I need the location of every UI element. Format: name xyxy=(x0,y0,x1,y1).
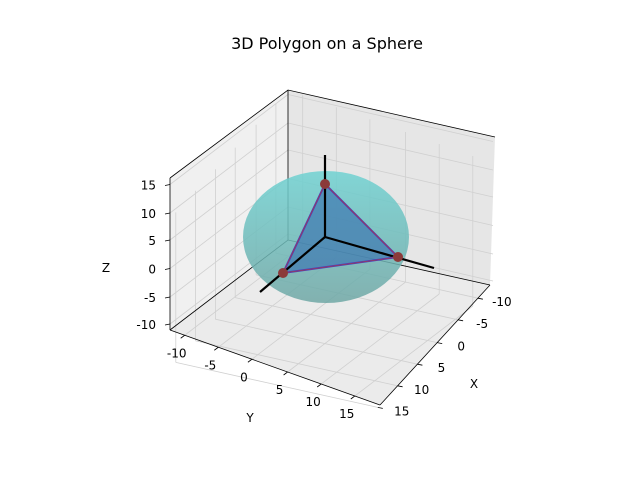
pane-left xyxy=(170,90,288,330)
z-tick-label: 5 xyxy=(148,234,156,248)
z-tick-label: 10 xyxy=(141,207,156,221)
x-tick-label: 10 xyxy=(414,383,429,397)
vertex-y xyxy=(278,268,288,278)
chart-title: 3D Polygon on a Sphere xyxy=(231,34,423,53)
x-axis-line xyxy=(379,284,491,406)
z-tick-label: -10 xyxy=(136,318,156,332)
z-grid-line-right xyxy=(287,149,494,198)
y-axis-line xyxy=(169,329,381,406)
y-tick-mark xyxy=(283,371,288,376)
z-tick-mark xyxy=(164,239,171,242)
z-tick-label: 15 xyxy=(141,179,156,193)
z-tick-label: 0 xyxy=(148,263,156,277)
x-tick-mark xyxy=(437,342,443,344)
z-grid-line-right xyxy=(287,94,494,142)
y-tick-mark xyxy=(247,358,253,363)
z-axis-label: Z xyxy=(102,261,110,275)
y-grid-line xyxy=(320,293,440,385)
z-grid-line-left xyxy=(169,122,289,214)
y-origin-line xyxy=(259,236,326,293)
z-grid-line-right xyxy=(287,122,494,171)
polygon-edge-highlight xyxy=(282,183,399,274)
x-axis-label: X xyxy=(470,377,478,391)
z-tick-mark xyxy=(164,212,171,215)
y-tick-label: 15 xyxy=(339,407,354,421)
origin-axes xyxy=(259,155,435,293)
x-tick-label: -5 xyxy=(476,317,488,331)
x-tick-label: 5 xyxy=(438,361,446,375)
y-tick-label: 0 xyxy=(240,370,248,384)
x-tick-mark xyxy=(417,363,423,366)
y-tick-label: -10 xyxy=(167,346,187,360)
pane-floor xyxy=(170,240,490,405)
y-grid-line xyxy=(287,281,406,373)
x-tick-label: 0 xyxy=(457,340,465,354)
x-tick-label: 15 xyxy=(394,404,409,418)
y-tick-mark xyxy=(350,395,356,400)
x-tick-label: -10 xyxy=(492,295,512,309)
x-grid-line xyxy=(195,340,398,387)
y-tick-mark xyxy=(214,346,219,351)
z-tick-label: -5 xyxy=(144,291,156,305)
vertex-x xyxy=(393,252,403,262)
z-tick-mark xyxy=(164,184,171,186)
polygon-face xyxy=(283,184,398,273)
y-tick-mark xyxy=(316,383,322,388)
z-grid-line-left xyxy=(169,94,289,185)
y-axis-label: Y xyxy=(245,411,254,425)
x-tick-mark xyxy=(477,297,483,300)
x-grid-line xyxy=(175,362,378,408)
vertex-z xyxy=(320,179,330,189)
x-tick-mark xyxy=(458,319,464,322)
z-tick-mark xyxy=(164,268,171,270)
x-grid-line xyxy=(235,297,438,343)
x-tick-mark xyxy=(377,407,383,409)
y-tick-label: 5 xyxy=(276,383,284,397)
y-tick-label: 10 xyxy=(306,395,321,409)
y-tick-label: -5 xyxy=(204,358,216,372)
x-grid-line xyxy=(215,318,418,365)
z-tick-mark xyxy=(164,323,171,326)
z-tick-mark xyxy=(164,296,171,299)
y-tick-mark xyxy=(180,334,185,339)
x-tick-mark xyxy=(397,385,403,388)
x-origin-line xyxy=(324,235,435,270)
z-grid-line-left xyxy=(169,149,289,241)
